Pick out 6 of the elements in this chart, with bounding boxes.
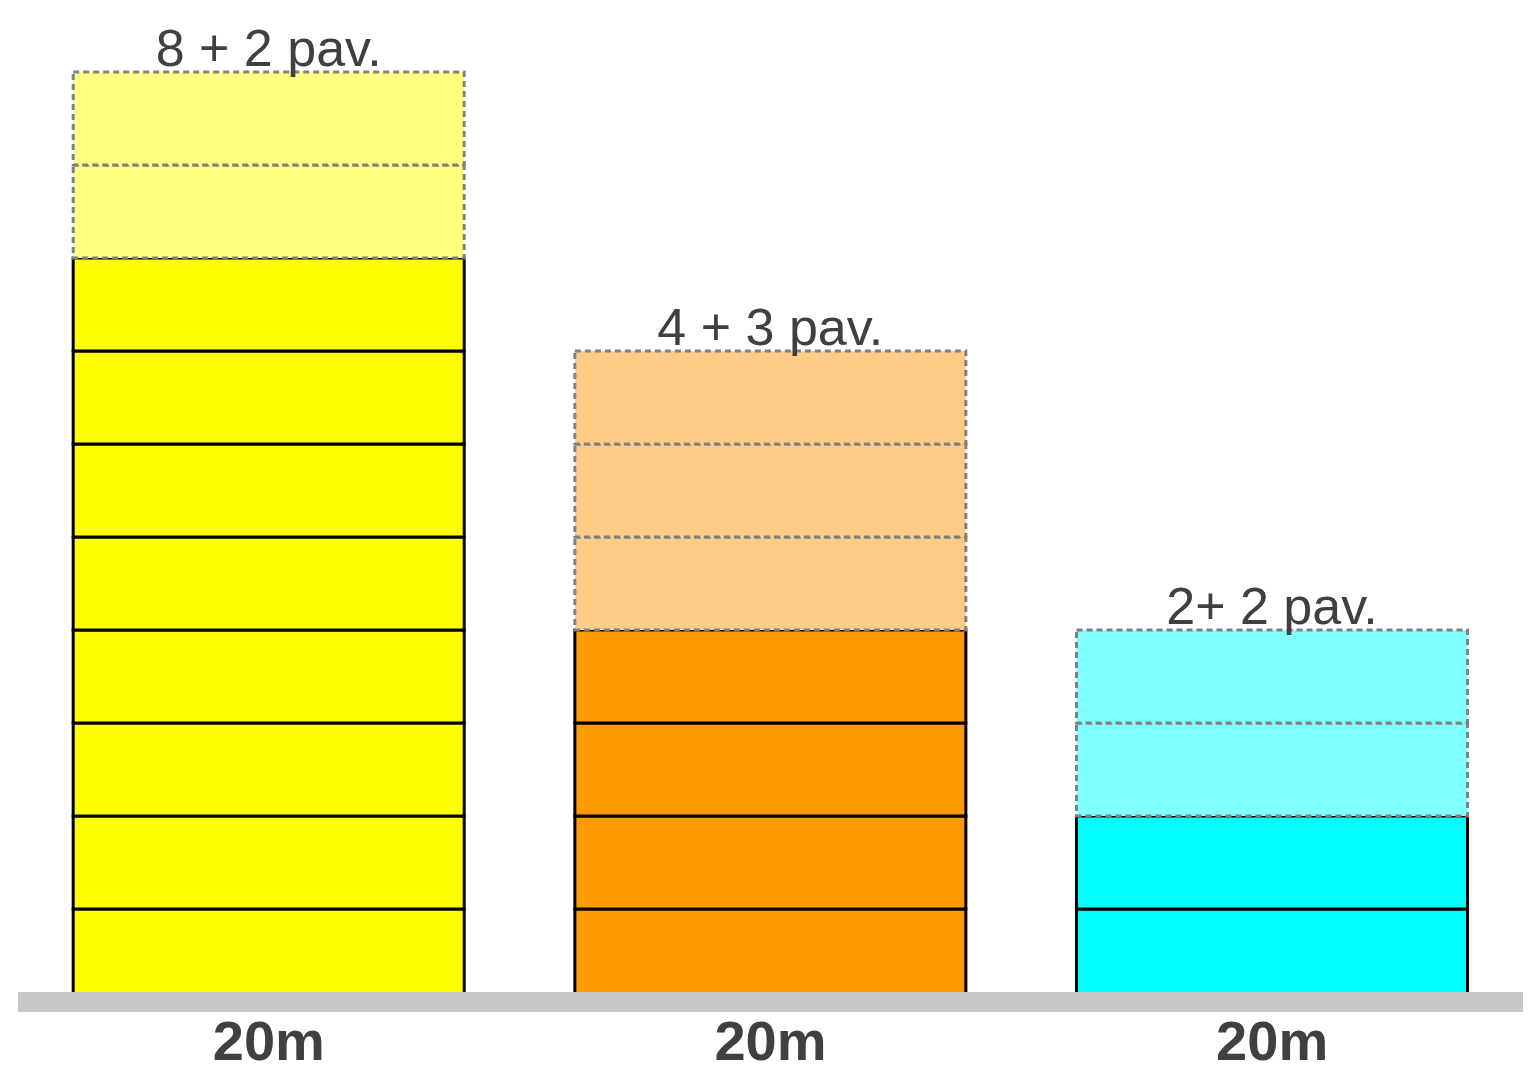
- total-label: 8 + 2 pav.: [155, 19, 382, 77]
- total-label: 2+ 2 pav.: [1166, 577, 1378, 635]
- x-tick-label: 20m: [212, 1008, 325, 1072]
- total-label: 4 + 3 pav.: [657, 298, 884, 356]
- x-tick-label: 20m: [714, 1008, 827, 1072]
- x-tick-label: 20m: [1216, 1008, 1329, 1072]
